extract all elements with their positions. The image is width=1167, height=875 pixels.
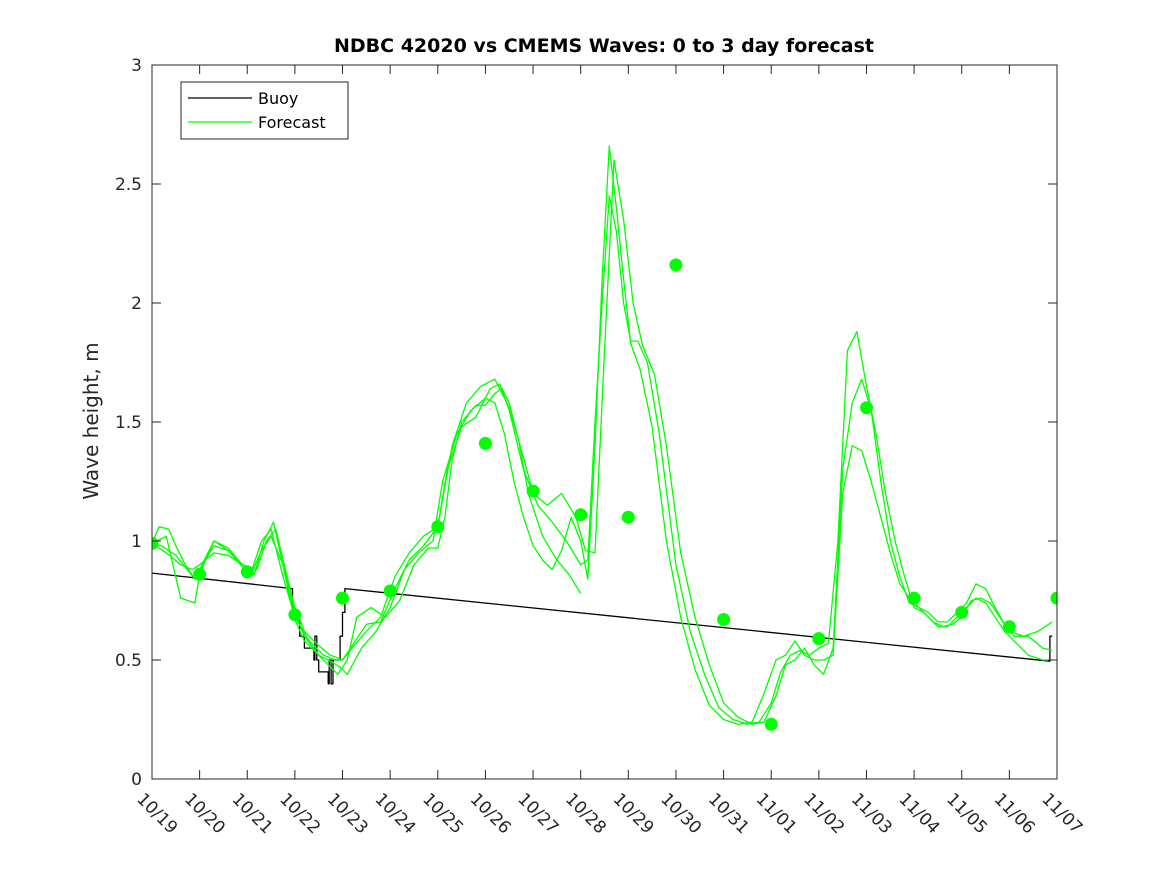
data-point [717, 613, 731, 626]
data-point [621, 510, 635, 524]
data-point [860, 401, 873, 415]
y-tick-label: 0 [131, 770, 142, 790]
series-group [152, 145, 1057, 731]
data-point [478, 436, 492, 450]
y-tick-label: 2 [131, 294, 142, 314]
series-line-buoy [152, 572, 1053, 685]
y-tick-label: 0.5 [115, 651, 142, 671]
data-point [764, 717, 778, 731]
data-point [336, 591, 349, 605]
data-point [526, 484, 540, 498]
chart-title: NDBC 42020 vs CMEMS Waves: 0 to 3 day fo… [334, 35, 874, 57]
y-tick-label: 2.5 [115, 175, 142, 195]
legend-entry-label: Forecast [258, 113, 326, 132]
legend: Buoy Forecast [180, 81, 349, 140]
data-point [907, 591, 921, 605]
legend-entry-label: Buoy [258, 89, 298, 108]
data-point [574, 508, 588, 522]
data-point [193, 567, 207, 581]
data-point [1002, 620, 1016, 634]
data-point [955, 605, 969, 619]
data-point [288, 608, 302, 622]
data-point [1050, 591, 1057, 605]
data-point [812, 632, 826, 646]
y-tick-label: 1 [131, 532, 142, 552]
legend-box [180, 81, 349, 140]
data-point [669, 258, 683, 272]
y-tick-label: 1.5 [115, 413, 142, 433]
data-point [240, 565, 254, 579]
y-axis-label: Wave height, m [79, 342, 103, 499]
data-point [383, 584, 397, 598]
data-point [431, 520, 445, 534]
y-tick-label: 3 [131, 56, 142, 76]
data-point [152, 536, 159, 550]
